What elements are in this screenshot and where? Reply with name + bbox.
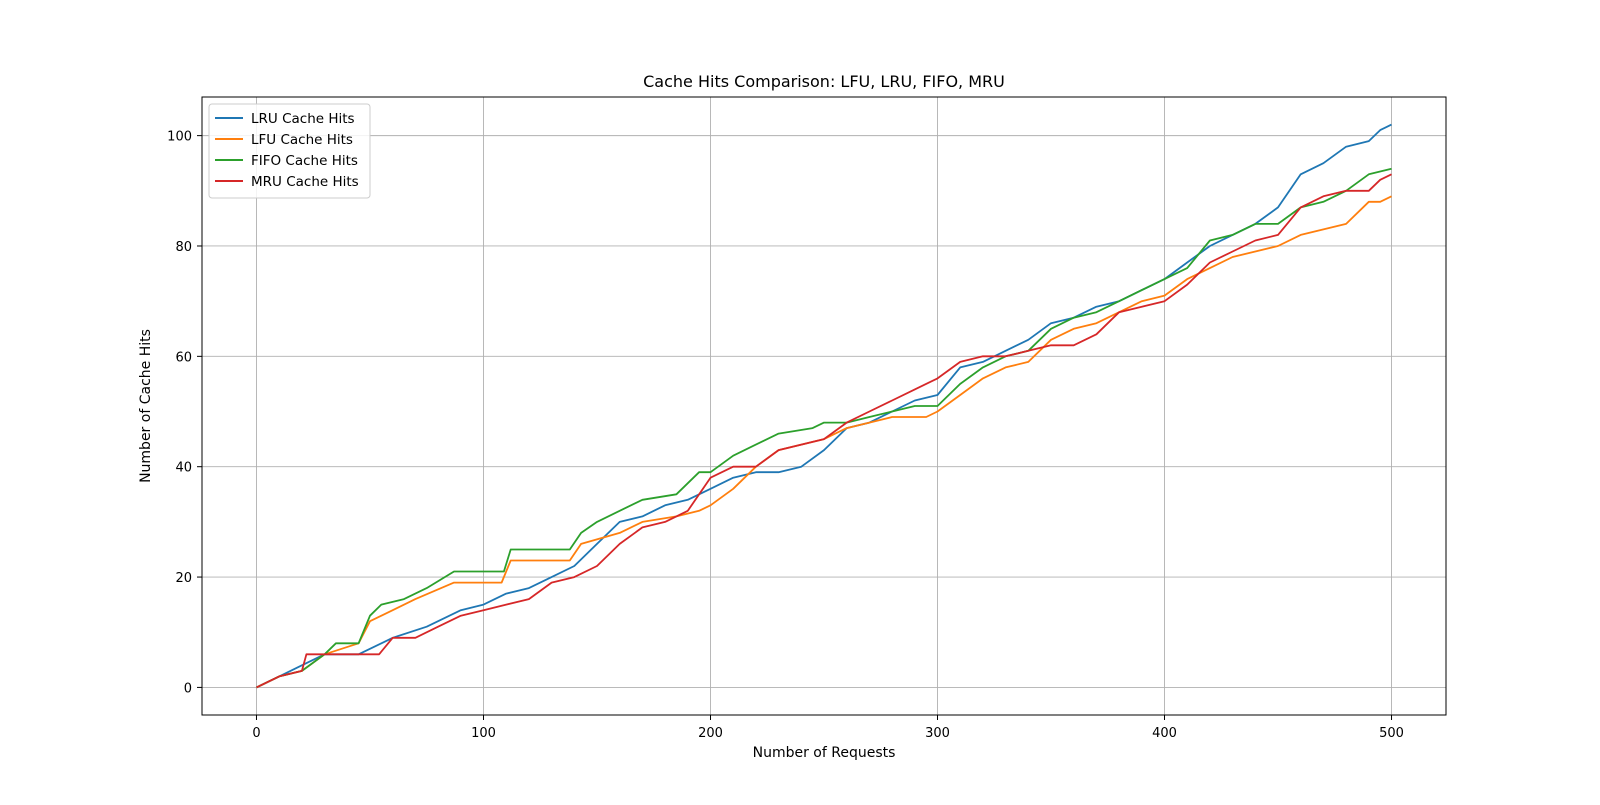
series-line-2 (256, 195, 1392, 689)
x-axis-ticks: 0 100 200 300 400 500 (252, 715, 1404, 741)
y-tick-label: 40 (175, 461, 192, 476)
y-tick-label: 100 (167, 130, 192, 145)
y-tick-label: 0 (184, 681, 192, 696)
legend-label: LRU Cache Hits (251, 111, 355, 127)
plot-frame (201, 96, 1447, 716)
y-axis-ticks: 0 20 40 60 80 100 (167, 130, 202, 696)
x-tick-label: 400 (1152, 726, 1177, 741)
grid-lines (202, 97, 1446, 715)
legend-box (208, 103, 371, 199)
chart-title: Cache Hits Comparison: LFU, LRU, FIFO, M… (643, 72, 1005, 91)
series-line-4 (256, 173, 1392, 689)
x-tick-label: 500 (1379, 726, 1404, 741)
x-tick-label: 0 (252, 726, 260, 741)
legend-label: MRU Cache Hits (251, 174, 359, 190)
y-tick-label: 20 (175, 571, 192, 586)
x-tick-label: 200 (698, 726, 723, 741)
y-tick-label: 60 (175, 350, 192, 365)
series-lines (256, 123, 1392, 689)
series-line-3 (256, 167, 1392, 689)
y-axis-label: Number of Cache Hits (138, 329, 154, 483)
legend-label: LFU Cache Hits (251, 132, 353, 148)
legend-label: FIFO Cache Hits (251, 153, 358, 169)
x-tick-label: 300 (925, 726, 950, 741)
y-tick-label: 80 (175, 240, 192, 255)
x-tick-label: 100 (471, 726, 496, 741)
legend: LRU Cache Hits LFU Cache Hits FIFO Cache H… (208, 103, 371, 199)
x-axis-label: Number of Requests (753, 745, 896, 761)
